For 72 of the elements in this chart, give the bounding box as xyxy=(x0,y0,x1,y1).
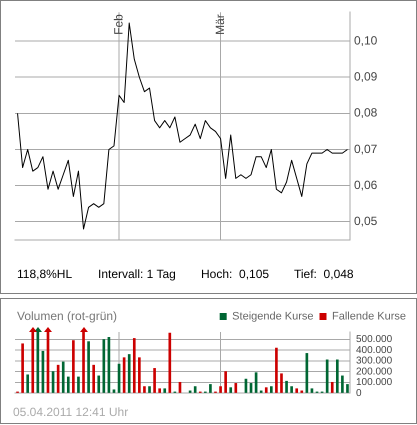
bar xyxy=(264,387,268,393)
bar xyxy=(87,341,90,393)
text: 05.04.2011 12:41 Uhr xyxy=(13,405,128,419)
x-tick-label: Feb xyxy=(111,14,126,35)
bar xyxy=(118,364,120,393)
bar xyxy=(72,340,75,393)
bar xyxy=(280,373,283,393)
legend-label: Steigende Kurse xyxy=(232,310,314,323)
bar xyxy=(112,389,116,393)
bar xyxy=(194,386,197,393)
y-tick-label: 400.000 xyxy=(356,344,393,356)
y-tick-label: 0,08 xyxy=(354,106,378,120)
bar xyxy=(219,386,222,393)
bar xyxy=(275,348,278,393)
bar xyxy=(21,343,24,393)
bar xyxy=(229,387,232,393)
bar xyxy=(62,362,65,393)
bar xyxy=(250,383,252,393)
bar xyxy=(326,359,328,393)
bar xyxy=(102,339,106,393)
bar xyxy=(148,386,151,393)
bar xyxy=(128,354,131,393)
bar xyxy=(310,388,314,393)
bar xyxy=(270,386,273,393)
y-tick-label: 0,10 xyxy=(354,33,378,48)
bar xyxy=(306,353,308,393)
bar xyxy=(163,388,166,393)
bar xyxy=(52,371,54,393)
bar xyxy=(143,386,146,393)
bar xyxy=(295,388,298,393)
y-tick-label: 0,09 xyxy=(354,70,378,84)
bar xyxy=(77,376,80,393)
bar xyxy=(92,364,96,393)
y-tick-label: 200.000 xyxy=(356,366,393,378)
y-tick-label: 0,06 xyxy=(354,178,378,192)
bar xyxy=(209,384,212,393)
bar xyxy=(346,384,349,393)
bar xyxy=(42,350,44,393)
bar xyxy=(224,371,227,393)
bar xyxy=(66,376,70,393)
bar xyxy=(56,364,60,393)
bar xyxy=(341,376,344,393)
bar xyxy=(132,338,136,393)
bar xyxy=(244,378,248,393)
y-tick-label: 500.000 xyxy=(356,334,393,346)
bar xyxy=(178,382,182,393)
x-tick-label: Mär xyxy=(212,14,227,35)
legend-label: Fallende Kurse xyxy=(332,310,406,323)
text: Hoch: 0,105 xyxy=(201,267,270,281)
bar xyxy=(108,337,110,393)
y-tick-label: 0 xyxy=(356,388,362,399)
text: Intervall: 1 Tag xyxy=(98,267,176,281)
bar xyxy=(168,332,172,393)
bar xyxy=(285,380,288,393)
bar xyxy=(97,376,100,393)
bar xyxy=(254,372,258,393)
bar xyxy=(153,368,156,393)
bar xyxy=(234,383,238,393)
text: 118,8%HL xyxy=(17,267,72,281)
bar xyxy=(138,357,141,393)
bar xyxy=(158,388,161,393)
chart-title: Volumen (rot-grün) xyxy=(17,309,118,323)
bar xyxy=(330,382,334,393)
bar xyxy=(26,374,30,393)
bar xyxy=(122,357,126,393)
y-tick-label: 100.000 xyxy=(356,377,393,388)
y-tick-label: 0,05 xyxy=(354,214,378,228)
y-tick-label: 300.000 xyxy=(356,356,393,367)
y-tick-label: 0,07 xyxy=(354,142,378,156)
text: Tief: 0,048 xyxy=(294,267,354,281)
bar xyxy=(290,386,293,393)
bar xyxy=(336,359,339,393)
